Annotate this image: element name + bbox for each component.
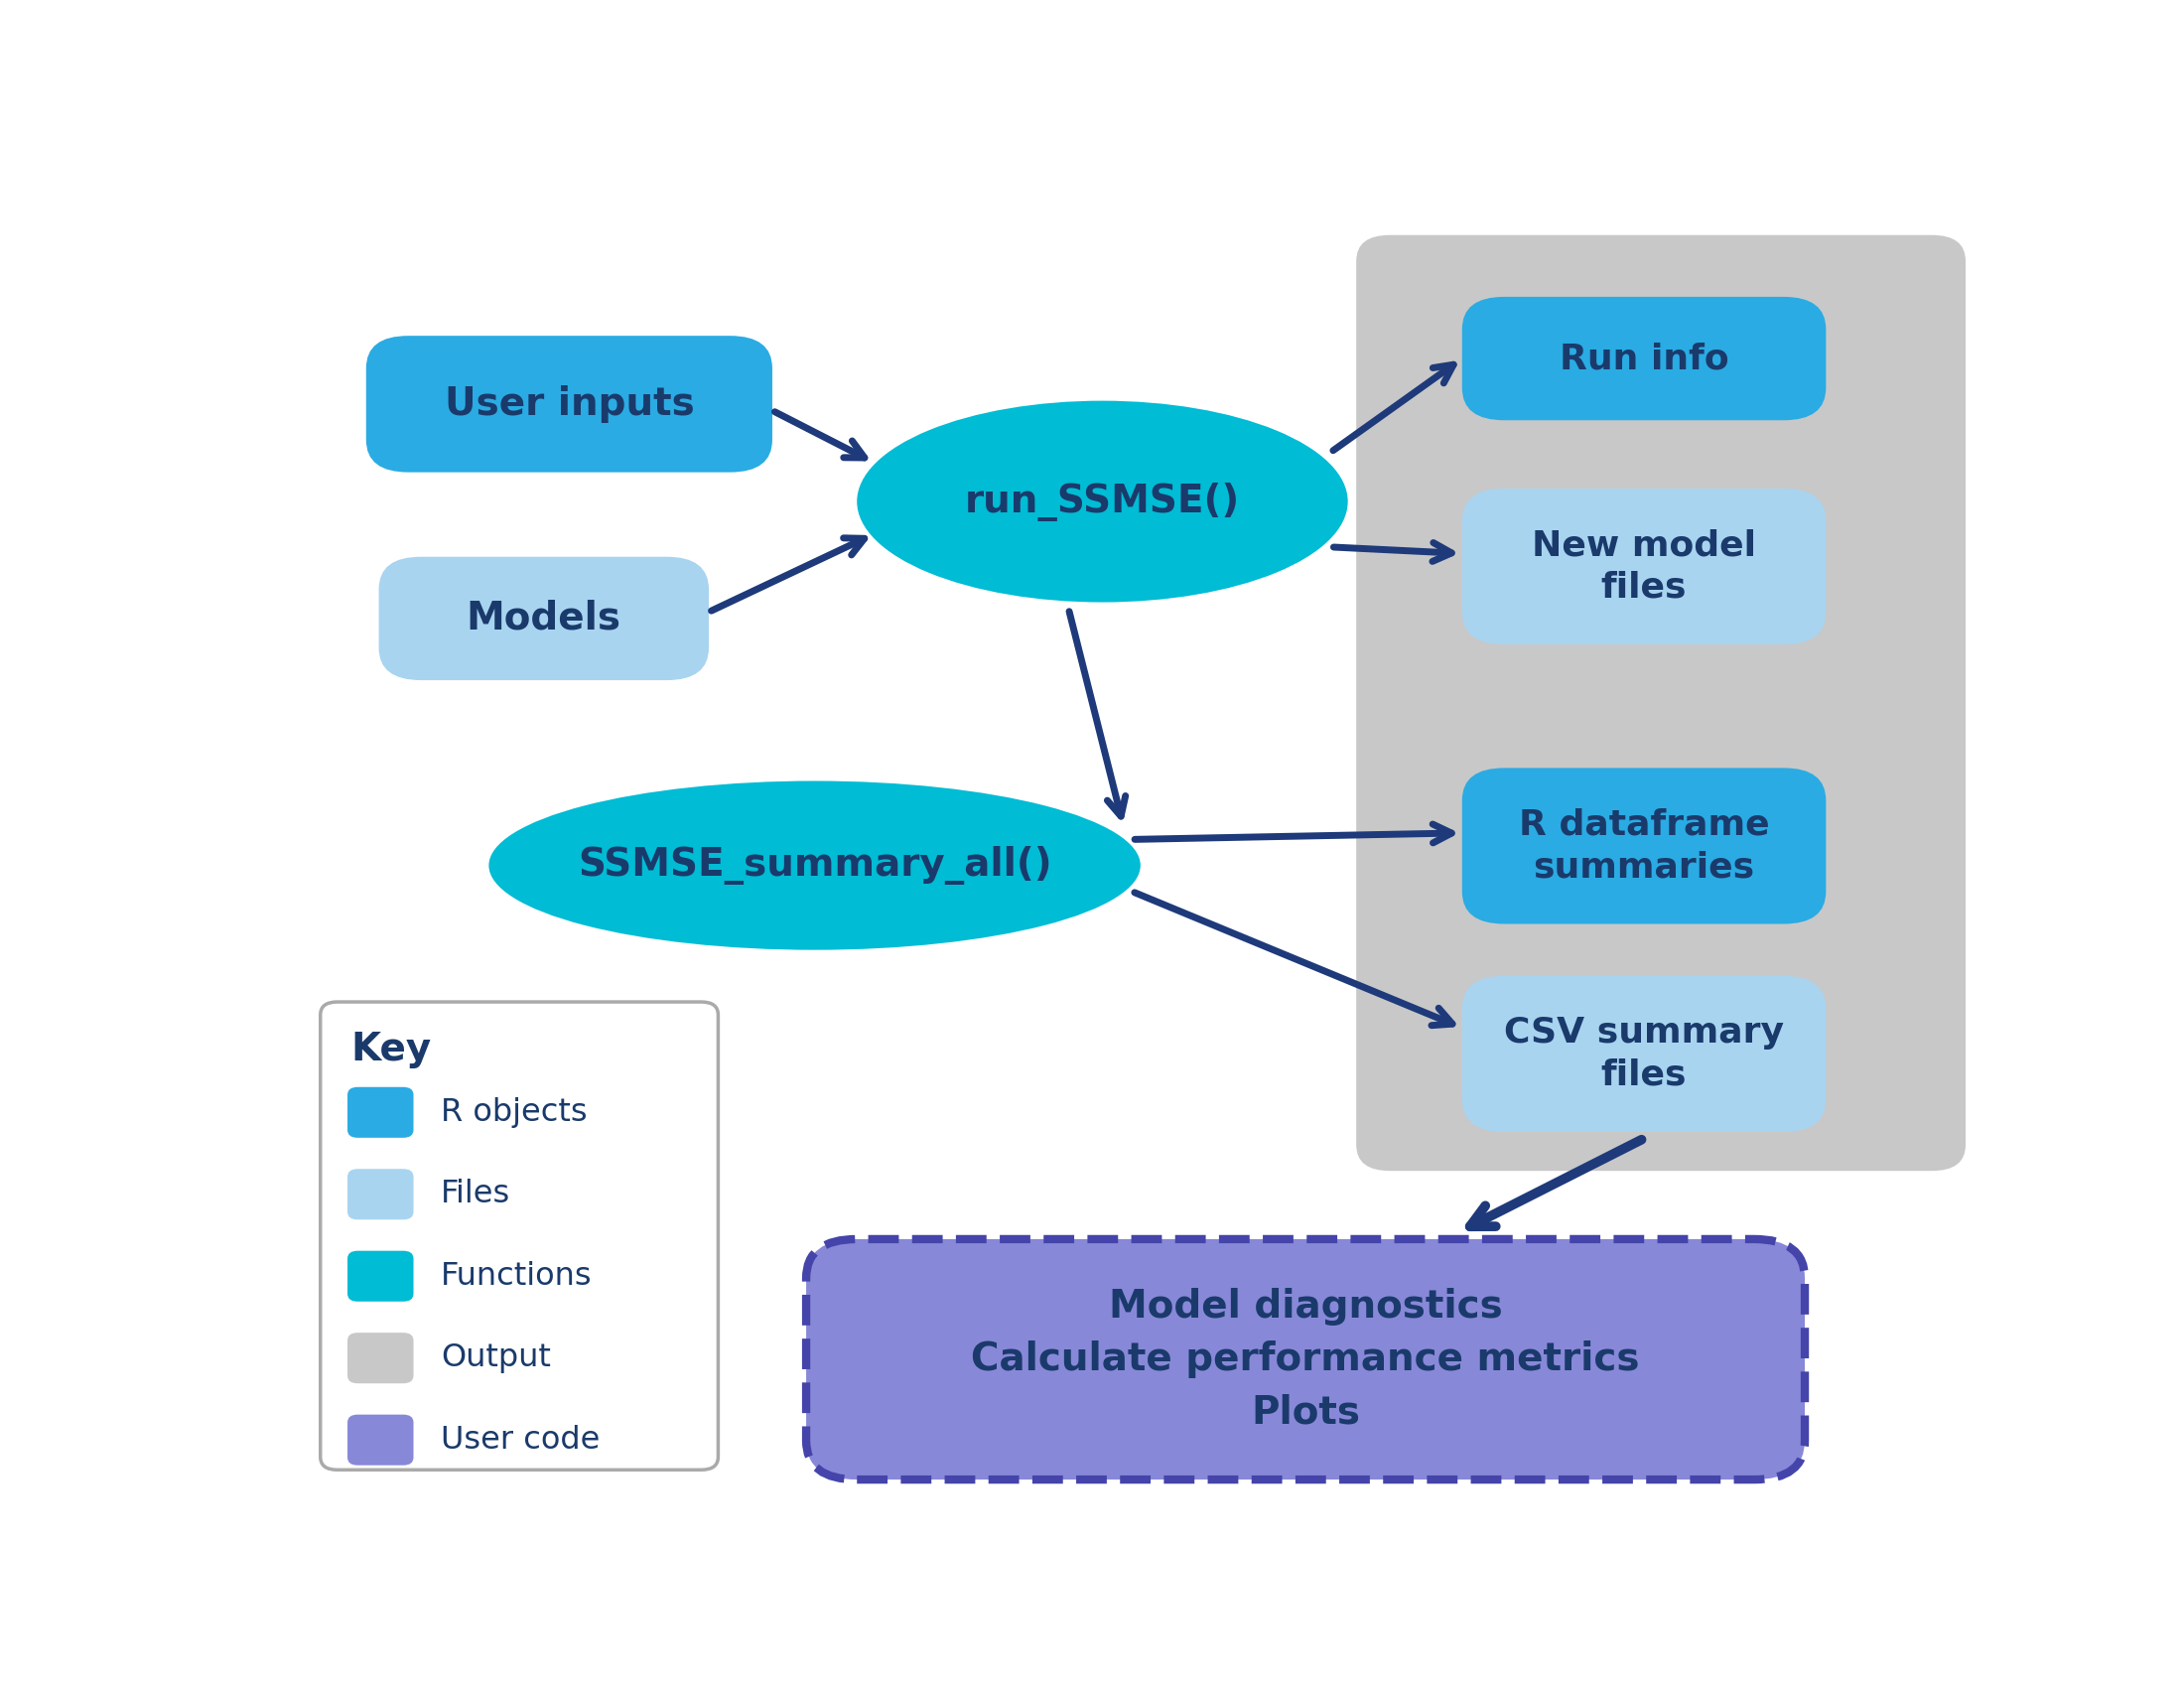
Text: Files: Files <box>441 1178 511 1210</box>
FancyBboxPatch shape <box>347 1168 413 1220</box>
FancyBboxPatch shape <box>321 1003 719 1470</box>
Text: New model
files: New model files <box>1531 528 1756 604</box>
Text: SSMSE_summary_all(): SSMSE_summary_all() <box>577 846 1053 885</box>
FancyBboxPatch shape <box>347 1251 413 1301</box>
Text: User inputs: User inputs <box>443 385 695 424</box>
FancyBboxPatch shape <box>1356 235 1966 1171</box>
FancyBboxPatch shape <box>378 557 710 680</box>
Text: Model diagnostics
Calculate performance metrics
Plots: Model diagnostics Calculate performance … <box>972 1288 1640 1431</box>
Ellipse shape <box>856 400 1348 603</box>
FancyBboxPatch shape <box>347 1415 413 1465</box>
FancyBboxPatch shape <box>1461 768 1826 923</box>
Text: Output: Output <box>441 1342 550 1374</box>
Text: R objects: R objects <box>441 1097 587 1128</box>
FancyBboxPatch shape <box>1461 488 1826 645</box>
FancyBboxPatch shape <box>347 1087 413 1138</box>
Text: Run info: Run info <box>1559 341 1730 375</box>
Text: run_SSMSE(): run_SSMSE() <box>965 483 1241 522</box>
Ellipse shape <box>489 782 1140 950</box>
Text: User code: User code <box>441 1425 601 1455</box>
Text: Models: Models <box>467 599 620 638</box>
Text: Key: Key <box>352 1030 432 1069</box>
FancyBboxPatch shape <box>367 336 773 473</box>
Text: CSV summary
files: CSV summary files <box>1505 1016 1784 1092</box>
Text: Functions: Functions <box>441 1261 592 1291</box>
FancyBboxPatch shape <box>1461 976 1826 1133</box>
Text: R dataframe
summaries: R dataframe summaries <box>1518 809 1769 885</box>
FancyBboxPatch shape <box>806 1239 1804 1480</box>
FancyBboxPatch shape <box>347 1334 413 1384</box>
FancyBboxPatch shape <box>1461 297 1826 420</box>
